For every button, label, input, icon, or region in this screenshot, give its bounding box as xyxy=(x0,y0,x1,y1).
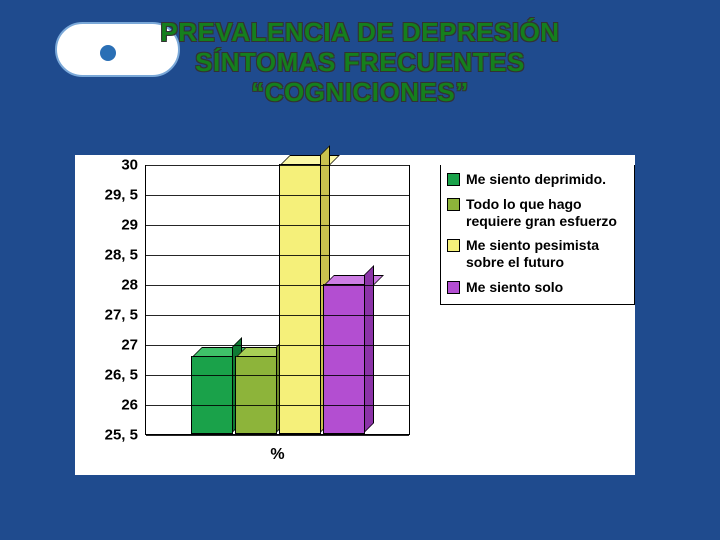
gridline xyxy=(146,435,409,436)
legend-item: Me siento solo xyxy=(447,279,628,296)
gridline xyxy=(146,375,409,376)
y-tick-label: 27, 5 xyxy=(105,307,146,324)
gridline xyxy=(146,405,409,406)
legend-swatch xyxy=(447,198,460,211)
bar-side-face xyxy=(364,265,374,433)
x-axis-label: % xyxy=(146,446,409,464)
y-tick-label: 26 xyxy=(121,397,146,414)
y-tick-label: 29, 5 xyxy=(105,187,146,204)
y-tick-label: 28, 5 xyxy=(105,247,146,264)
bar xyxy=(235,356,277,434)
plot-area: % 3029, 52928, 52827, 52726, 52625, 5 xyxy=(145,165,410,435)
legend: Me siento deprimido. Todo lo que hago req… xyxy=(440,165,635,305)
y-tick-label: 28 xyxy=(121,277,146,294)
legend-item: Me siento deprimido. xyxy=(447,171,628,188)
legend-text: Me siento solo xyxy=(466,279,628,296)
legend-text: Me siento deprimido. xyxy=(466,171,628,188)
gridline xyxy=(146,225,409,226)
bar xyxy=(323,284,365,434)
bar xyxy=(279,164,321,434)
title-area: PREVALENCIA DE DEPRESIÓN SÍNTOMAS FRECUE… xyxy=(50,18,670,108)
slide-title: PREVALENCIA DE DEPRESIÓN SÍNTOMAS FRECUE… xyxy=(50,18,670,108)
gridline xyxy=(146,285,409,286)
gridline xyxy=(146,315,409,316)
gridline xyxy=(146,255,409,256)
legend-item: Todo lo que hago requiere gran esfuerzo xyxy=(447,196,628,230)
bar-top-face xyxy=(324,275,384,285)
legend-swatch xyxy=(447,239,460,252)
y-tick-label: 30 xyxy=(121,157,146,174)
y-tick-label: 26, 5 xyxy=(105,367,146,384)
title-line-2: SÍNTOMAS FRECUENTES xyxy=(195,47,525,77)
bar-top-face xyxy=(280,155,340,165)
legend-swatch xyxy=(447,173,460,186)
bar xyxy=(191,356,233,434)
title-line-1: PREVALENCIA DE DEPRESIÓN xyxy=(160,17,559,47)
slide: PREVALENCIA DE DEPRESIÓN SÍNTOMAS FRECUE… xyxy=(0,0,720,540)
legend-swatch xyxy=(447,281,460,294)
y-tick-label: 29 xyxy=(121,217,146,234)
chart: % 3029, 52928, 52827, 52726, 52625, 5 Me… xyxy=(75,155,635,475)
gridline xyxy=(146,165,409,166)
y-tick-label: 27 xyxy=(121,337,146,354)
gridline xyxy=(146,345,409,346)
gridline xyxy=(146,195,409,196)
legend-text: Me siento pesimista sobre el futuro xyxy=(466,237,628,271)
legend-text: Todo lo que hago requiere gran esfuerzo xyxy=(466,196,628,230)
bars-group xyxy=(146,165,409,434)
y-tick-label: 25, 5 xyxy=(105,427,146,444)
title-line-3: “COGNICIONES” xyxy=(251,77,468,107)
legend-item: Me siento pesimista sobre el futuro xyxy=(447,237,628,271)
